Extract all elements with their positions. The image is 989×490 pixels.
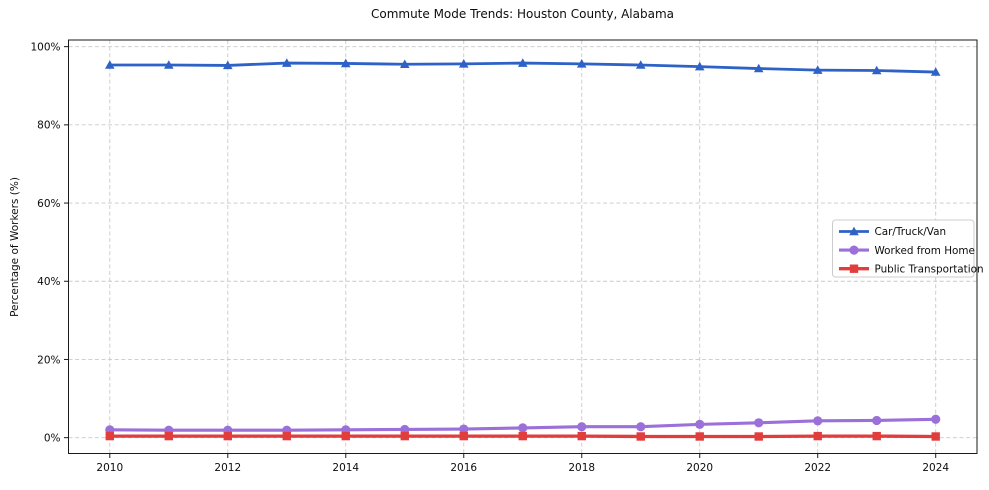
- y-tick-label: 0%: [44, 432, 61, 444]
- x-tick-label: 2010: [96, 462, 123, 474]
- triangle-marker: [340, 58, 351, 68]
- triangle-marker: [517, 58, 528, 67]
- square-marker: [518, 431, 527, 441]
- chart-title: Commute Mode Trends: Houston County, Ala…: [370, 7, 675, 21]
- square-marker: [164, 431, 173, 441]
- square-marker: [695, 432, 704, 441]
- legend-item-public-transportation: Public Transportation: [839, 263, 984, 275]
- square-marker: [400, 431, 409, 441]
- circle-marker: [872, 415, 882, 426]
- x-tick-label: 2018: [568, 462, 595, 474]
- square-marker: [931, 432, 940, 441]
- x-tick-label: 2012: [214, 462, 241, 474]
- circle-marker: [518, 423, 528, 433]
- circle-marker: [849, 245, 859, 255]
- x-tick-label: 2024: [922, 462, 949, 474]
- legend: Car/Truck/Van Worked from Home Public Tran…: [832, 219, 984, 278]
- y-axis-ticks: 0% 20% 40% 60% 80% 100%: [30, 41, 69, 444]
- legend-box: [832, 219, 975, 278]
- legend-item-worked-from-home: Worked from Home: [839, 245, 975, 257]
- triangle-marker: [163, 60, 174, 69]
- series-worked-from-home: [105, 414, 941, 435]
- legend-label: Worked from Home: [875, 245, 975, 257]
- y-tick-label: 20%: [37, 354, 60, 366]
- triangle-marker: [576, 59, 587, 68]
- circle-marker: [459, 424, 469, 434]
- triangle-marker: [849, 226, 859, 236]
- triangle-marker: [635, 60, 646, 69]
- square-marker: [813, 431, 822, 441]
- square-marker: [577, 431, 586, 441]
- y-axis-label: Percentage of Workers (%): [9, 177, 21, 317]
- circle-marker: [754, 418, 764, 428]
- legend-item-car-truck-van: Car/Truck/Van: [839, 226, 946, 238]
- square-marker: [754, 432, 763, 441]
- circle-marker: [577, 422, 587, 432]
- plot-border: [68, 39, 978, 454]
- square-marker: [849, 264, 859, 273]
- triangle-marker: [281, 58, 292, 67]
- series-car-truck-van: [104, 58, 941, 76]
- x-axis-ticks: 2010 2012 2014 2016 2018 2020 2022 2024: [96, 453, 949, 474]
- triangle-marker: [399, 59, 410, 68]
- gridlines: [68, 40, 977, 454]
- triangle-marker: [458, 59, 469, 68]
- square-marker: [223, 431, 232, 441]
- legend-label: Car/Truck/Van: [875, 226, 947, 238]
- circle-marker: [636, 422, 646, 432]
- circle-marker: [695, 419, 705, 429]
- square-marker: [872, 431, 881, 441]
- square-marker: [636, 432, 645, 441]
- x-tick-label: 2014: [332, 462, 359, 474]
- square-marker: [459, 431, 468, 441]
- x-tick-label: 2020: [686, 462, 713, 474]
- triangle-marker: [222, 60, 233, 70]
- y-tick-label: 100%: [30, 41, 60, 53]
- triangle-marker: [871, 65, 882, 75]
- x-tick-label: 2022: [804, 462, 831, 474]
- triangle-marker: [753, 63, 764, 73]
- circle-marker: [400, 424, 410, 435]
- legend-label: Public Transportation: [875, 263, 984, 275]
- x-tick-label: 2016: [450, 462, 477, 474]
- triangle-marker: [812, 65, 823, 74]
- y-tick-label: 80%: [37, 120, 60, 132]
- square-marker: [341, 431, 350, 441]
- square-marker: [105, 431, 114, 441]
- y-tick-label: 60%: [37, 198, 60, 210]
- square-marker: [282, 431, 291, 441]
- triangle-marker: [104, 60, 115, 69]
- triangle-marker: [694, 61, 705, 71]
- y-tick-label: 40%: [37, 276, 60, 288]
- circle-marker: [931, 414, 941, 424]
- series-public-transportation: [105, 431, 940, 441]
- triangle-marker: [930, 67, 941, 76]
- circle-marker: [813, 416, 823, 426]
